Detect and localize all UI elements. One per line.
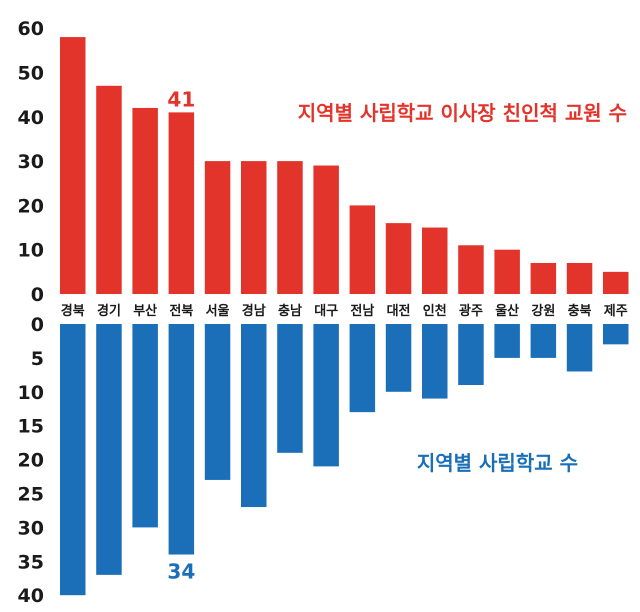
- bottom-y-tick-label: 15: [18, 416, 44, 438]
- bottom-y-tick-label: 0: [31, 314, 44, 336]
- bottom-y-axis: 0 5 10 15 20 25 30 35 40: [18, 314, 44, 607]
- bottom-y-tick-label: 5: [31, 348, 44, 370]
- top-bar: [204, 161, 231, 294]
- top-bar-series: [60, 37, 629, 295]
- category-label: 서울: [206, 303, 230, 319]
- bottom-y-tick-label: 25: [18, 484, 44, 506]
- bottom-bar: [385, 324, 412, 392]
- top-annotation-label: 41: [167, 87, 195, 111]
- top-bar: [313, 165, 339, 294]
- category-label: 부산: [133, 303, 157, 319]
- bottom-bar: [422, 324, 448, 399]
- top-bar: [530, 262, 557, 294]
- category-label: 강원: [531, 303, 555, 319]
- bottom-bar: [241, 324, 267, 508]
- category-label: 충남: [278, 303, 302, 319]
- category-label: 대구: [314, 304, 338, 319]
- top-bar: [132, 107, 158, 294]
- top-bar: [385, 223, 412, 294]
- top-bar: [60, 37, 86, 295]
- top-bar: [494, 249, 520, 294]
- top-y-tick-label: 50: [18, 63, 44, 85]
- bottom-bar: [349, 324, 376, 413]
- bottom-bar: [168, 324, 195, 555]
- category-label: 전북: [169, 303, 193, 319]
- top-bar: [458, 245, 484, 294]
- top-bar: [349, 205, 376, 294]
- top-y-tick-label: 0: [31, 284, 44, 306]
- bottom-bar: [530, 324, 557, 358]
- bottom-y-tick-label: 35: [18, 551, 44, 573]
- category-label: 경남: [242, 303, 266, 319]
- top-y-tick-label: 20: [18, 195, 44, 217]
- top-bar: [241, 161, 267, 294]
- top-chart-title: 지역별 사립학교 이사장 친인척 교원 수: [298, 101, 627, 125]
- top-bar: [96, 85, 122, 294]
- top-bar: [168, 112, 195, 295]
- category-label: 전남: [350, 303, 374, 319]
- category-label: 충북: [568, 303, 592, 319]
- bottom-bar: [458, 324, 484, 386]
- category-label: 제주: [604, 304, 628, 319]
- bottom-y-tick-label: 30: [18, 517, 44, 539]
- top-y-tick-label: 30: [18, 151, 44, 173]
- bottom-bar: [60, 324, 86, 596]
- category-label: 대전: [387, 303, 411, 319]
- bottom-y-tick-label: 10: [18, 382, 44, 404]
- bottom-y-tick-label: 20: [18, 450, 44, 472]
- bottom-bar: [603, 324, 629, 345]
- category-label: 울산: [495, 303, 519, 319]
- top-y-tick-label: 10: [18, 240, 44, 262]
- bottom-bar: [132, 324, 158, 528]
- top-y-axis: 0 10 20 30 40 50 60: [18, 18, 44, 306]
- top-bar: [603, 271, 629, 294]
- bottom-y-tick-label: 40: [18, 585, 44, 607]
- category-label: 경북: [61, 303, 85, 319]
- bottom-bar-series: [60, 324, 629, 596]
- bottom-bar: [96, 324, 122, 575]
- bottom-bar: [204, 324, 231, 480]
- top-y-tick-label: 40: [18, 107, 44, 129]
- category-label: 경기: [97, 303, 121, 319]
- top-bar: [277, 161, 303, 294]
- bottom-bar: [494, 324, 520, 358]
- category-label: 인천: [423, 303, 447, 319]
- top-bar: [566, 262, 593, 294]
- top-y-tick-label: 60: [18, 18, 44, 40]
- bottom-chart-title: 지역별 사립학교 수: [417, 451, 578, 475]
- bottom-bar: [277, 324, 303, 453]
- bottom-bar: [313, 324, 339, 467]
- category-label: 광주: [459, 304, 483, 319]
- bottom-bar: [566, 324, 593, 372]
- category-labels: 경북 경기 부산 전북 서울 경남 충남 대구 전남 대전 인천 광주 울산 강원 충북 제주: [61, 303, 628, 319]
- bottom-annotation-label: 34: [167, 560, 195, 584]
- top-bar: [422, 227, 448, 294]
